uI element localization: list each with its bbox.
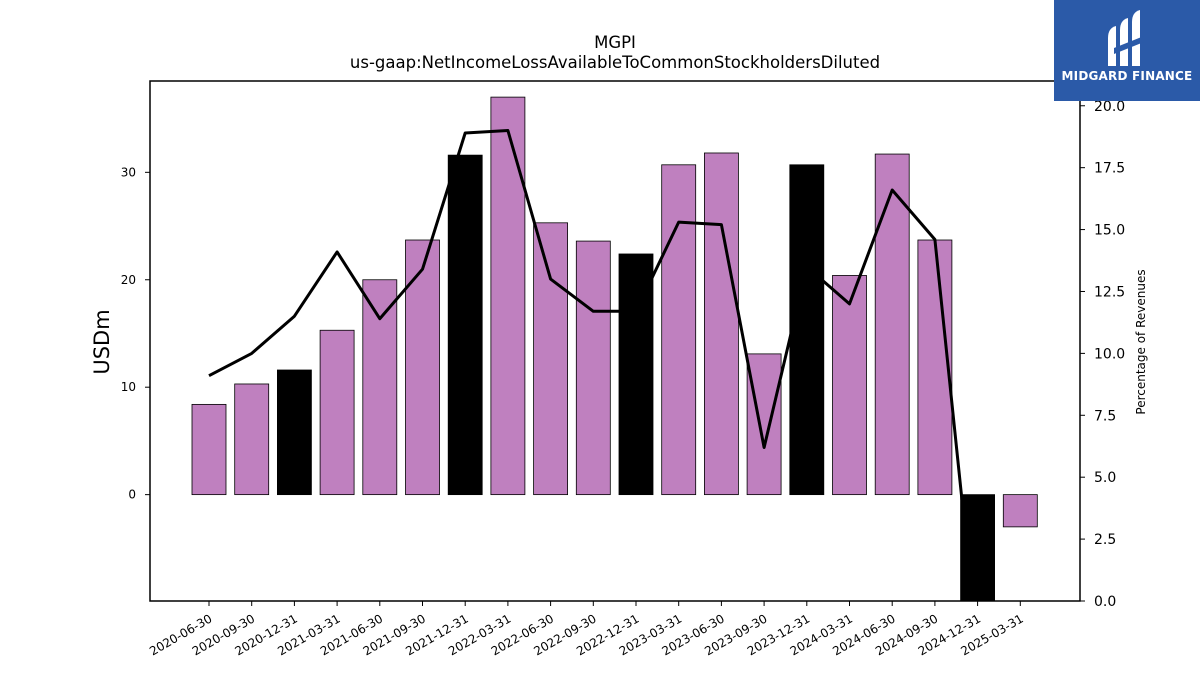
percentage-line xyxy=(208,129,974,601)
y2-tick-label: 7.5 xyxy=(1094,408,1116,424)
bar-2023-09-30 xyxy=(746,353,782,496)
y-tick-label: 20 xyxy=(121,273,136,287)
bar-2024-06-30 xyxy=(874,153,910,496)
y2-axis-label: Percentage of Revenues xyxy=(1134,269,1148,414)
bar-series xyxy=(191,96,1038,602)
bar-2023-06-30 xyxy=(704,152,739,496)
y2-tick-label: 5.0 xyxy=(1094,470,1116,486)
bar-2022-09-30 xyxy=(575,240,611,496)
y2-tick-label: 15.0 xyxy=(1094,223,1125,239)
bar-2021-03-31 xyxy=(319,329,355,496)
logo-text: MIDGARD FINANCE xyxy=(1061,69,1193,83)
bar-2022-06-30 xyxy=(533,222,568,496)
y2-tick-label: 20.0 xyxy=(1094,99,1125,115)
bar-2021-06-30 xyxy=(362,279,398,496)
brand-logo: MIDGARD FINANCE xyxy=(1054,0,1200,101)
y2-tick-label: 17.5 xyxy=(1094,161,1125,177)
bar-2020-06-30 xyxy=(191,403,227,496)
bar-2022-12-31 xyxy=(618,253,654,496)
y2-tick-label: 12.5 xyxy=(1094,284,1125,300)
line-series xyxy=(208,129,974,601)
chart-subtitle: us-gaap:NetIncomeLossAvailableToCommonSt… xyxy=(350,53,880,72)
bar-2024-09-30 xyxy=(917,239,953,496)
y-tick-label: 10 xyxy=(121,380,136,394)
chart-title: MGPI xyxy=(594,33,636,52)
y2-tick-label: 0.0 xyxy=(1094,594,1116,610)
bar-2024-03-31 xyxy=(832,275,867,496)
bar-2023-12-31 xyxy=(789,164,825,496)
bar-2021-12-31 xyxy=(447,154,483,496)
bar-2022-03-31 xyxy=(490,96,526,496)
y2-tick-label: 2.5 xyxy=(1094,532,1116,548)
y-axis-label: USDm xyxy=(90,309,114,374)
left-axis-ticks: 0 10 20 30 xyxy=(121,165,150,502)
bar-2021-09-30 xyxy=(405,239,440,496)
bar-2020-12-31 xyxy=(276,369,312,496)
bar-2023-03-31 xyxy=(661,164,697,496)
logo-mark-icon xyxy=(1108,10,1144,66)
x-axis-ticks: 2020-06-302020-09-302020-12-312021-03-31… xyxy=(147,601,1026,658)
right-axis-ticks: 0.0 2.5 5.0 7.5 10.0 12.5 15.0 17.5 20.0 xyxy=(1080,99,1125,610)
y-tick-label: 0 xyxy=(128,488,136,502)
bar-2020-09-30 xyxy=(234,383,270,496)
y2-tick-label: 10.0 xyxy=(1094,346,1125,362)
bar-2025-03-31 xyxy=(1002,494,1038,528)
y-tick-label: 30 xyxy=(121,165,136,179)
plot-frame xyxy=(149,80,1081,602)
